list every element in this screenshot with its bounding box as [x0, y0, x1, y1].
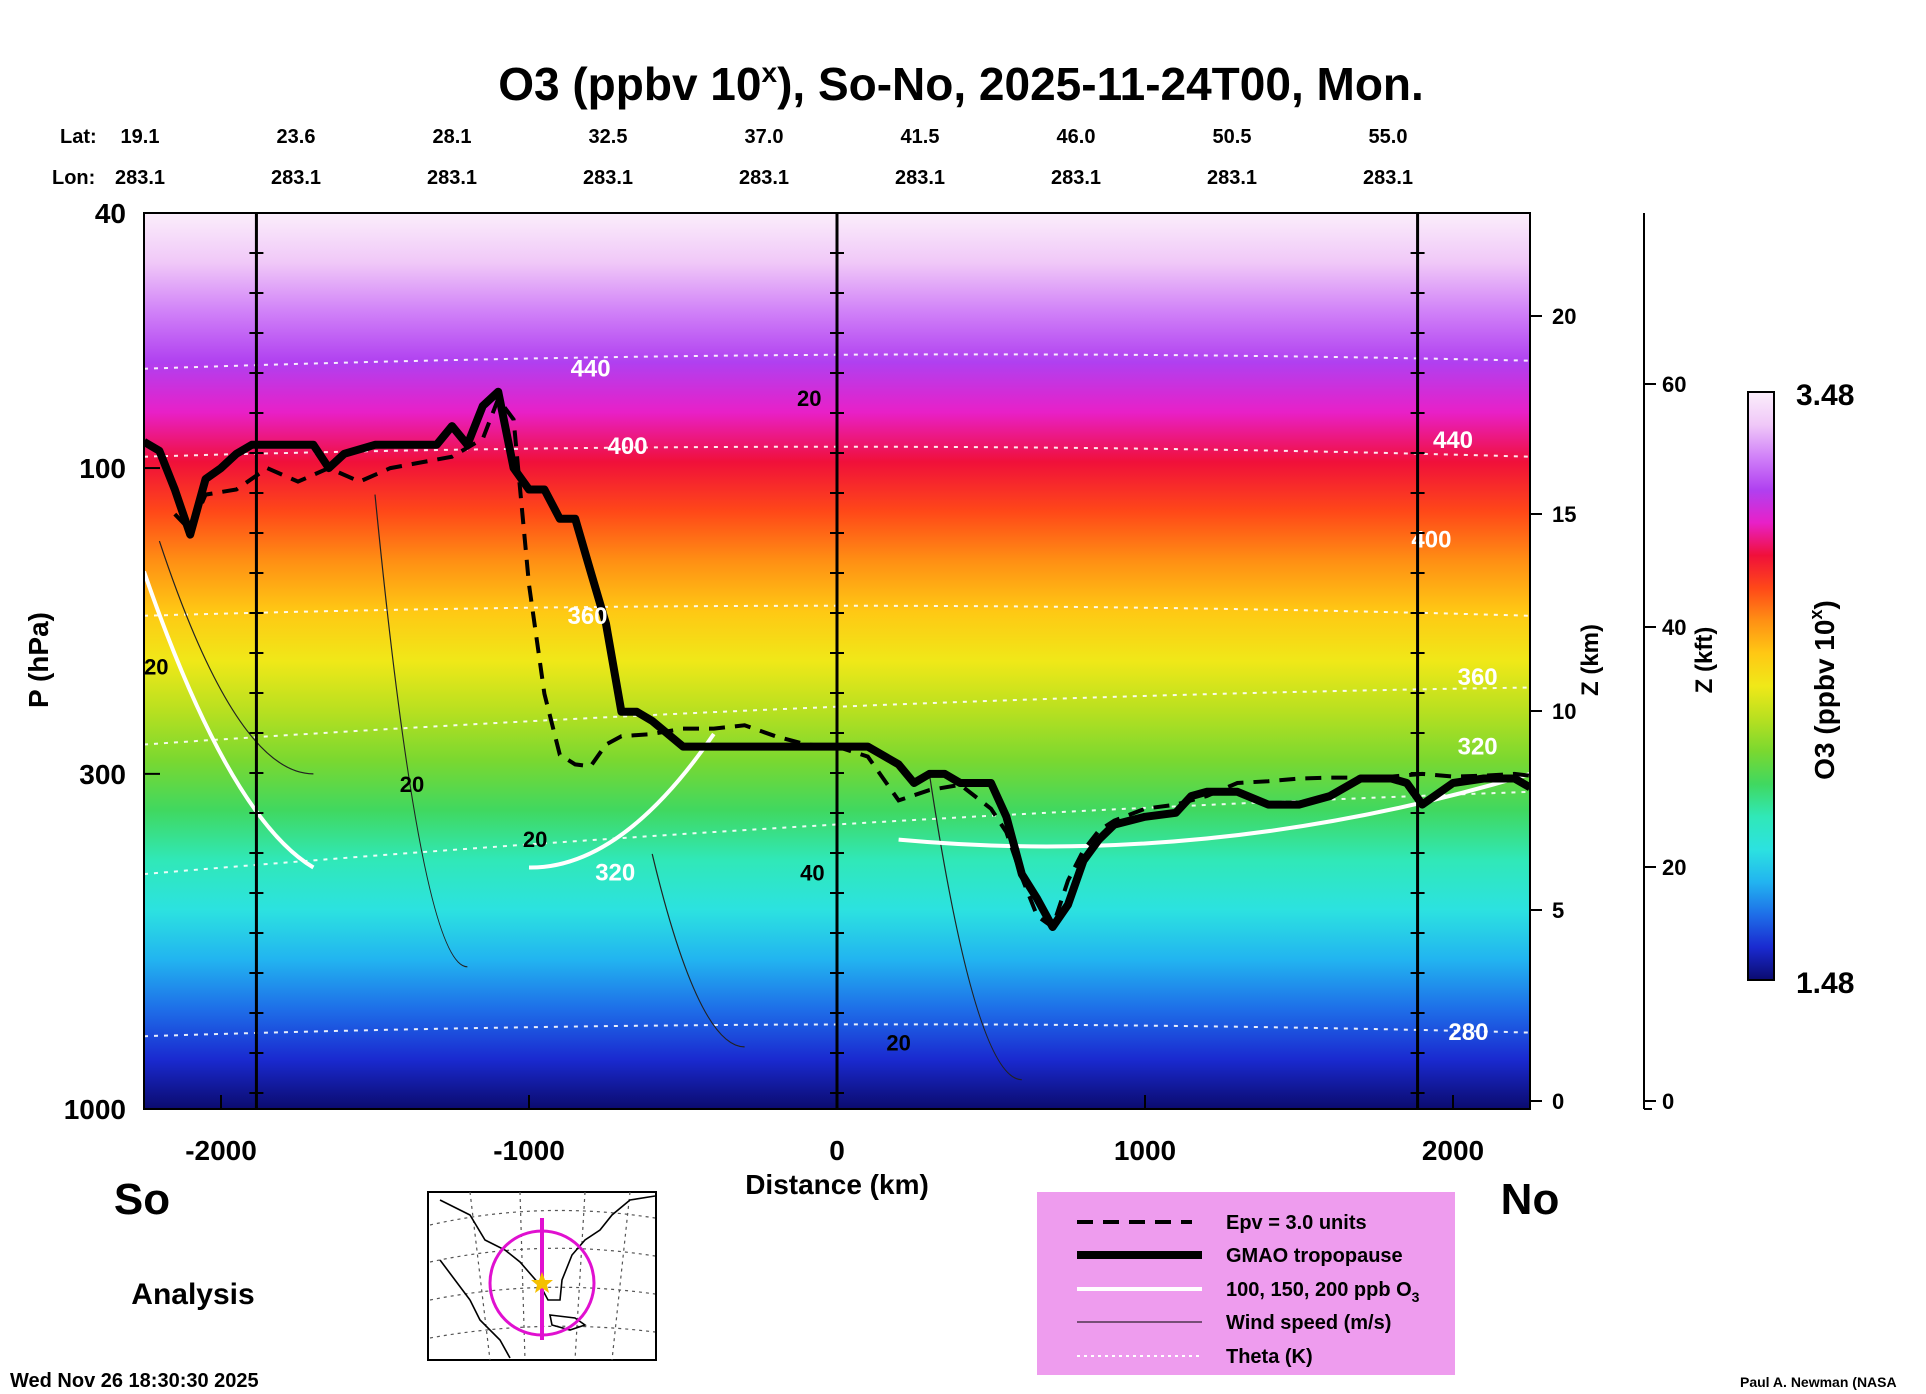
theta-label: 320 [595, 859, 635, 886]
y-axis-label: P (hPa) [23, 612, 54, 708]
inset-map [427, 1191, 657, 1361]
o3-contour [528, 732, 716, 870]
z-kft-axis: 0 20 40 60 [1643, 213, 1686, 1114]
colorbar [1747, 391, 1775, 981]
wind-label: 20 [523, 827, 547, 852]
lat-label: 19.1 [121, 126, 160, 148]
z-kft-tick-label: 0 [1662, 1089, 1674, 1114]
x-tick-label: -2000 [185, 1135, 257, 1166]
theta-label: 360 [567, 603, 607, 630]
lon-label: 283.1 [1207, 167, 1257, 189]
wind-contour [158, 540, 314, 775]
lat-label: 50.5 [1213, 126, 1252, 148]
chart-title: O3 (ppbv 10x), So-No, 2025-11-24T00, Mon… [498, 57, 1424, 110]
z-km-tick-label: 20 [1552, 304, 1576, 329]
lon-row-label: Lon: [52, 167, 95, 189]
wind-label: 20 [144, 655, 168, 680]
legend-o3-contours: 100, 150, 200 ppb O3 [1226, 1279, 1420, 1305]
z-km-axis-label: Z (km) [1577, 624, 1604, 696]
marker-lines [249, 213, 1425, 1109]
x-axis: -2000 -1000 0 1000 2000 [185, 1095, 1484, 1166]
lon-label: 283.1 [1051, 167, 1101, 189]
inset-map-star [531, 1272, 553, 1293]
o3-contour [898, 771, 1530, 849]
lat-lon-labels: 19.1 23.6 28.1 32.5 37.0 41.5 46.0 50.5 55.0 283.… [115, 126, 1413, 189]
lat-label: 37.0 [745, 126, 784, 148]
lon-label: 283.1 [895, 167, 945, 189]
timestamp: Wed Nov 26 18:30:30 2025 [10, 1370, 259, 1392]
credit: Paul A. Newman (NASA [1740, 1374, 1897, 1390]
theta-label: 440 [571, 356, 611, 383]
legend-theta: Theta (K) [1226, 1346, 1313, 1368]
theta-label: 320 [1458, 734, 1498, 761]
lon-label: 283.1 [1363, 167, 1413, 189]
lat-label: 46.0 [1057, 126, 1096, 148]
south-label: So [114, 1175, 170, 1224]
chart-title-superscript: x [761, 57, 777, 88]
colorbar-label-superscript: x [1806, 610, 1826, 620]
z-kft-axis-label: Z (kft) [1691, 627, 1718, 694]
chart-title-rest: ), So-No, 2025-11-24T00, Mon. [777, 58, 1424, 110]
lon-label: 283.1 [739, 167, 789, 189]
p-tick-label: 40 [95, 198, 126, 229]
x-axis-label: Distance (km) [745, 1169, 929, 1200]
z-kft-tick-label: 40 [1662, 615, 1686, 640]
lon-label: 283.1 [271, 167, 321, 189]
colorbar-min-label: 1.48 [1796, 967, 1854, 1000]
legend-wind-speed: Wind speed (m/s) [1226, 1312, 1391, 1334]
colorbar-label-main: O3 (ppbv 10 [1809, 620, 1840, 780]
wind-contour [651, 853, 745, 1048]
wind-contour [374, 494, 468, 968]
lat-row-label: Lat: [60, 126, 97, 148]
colorbar-max-label: 3.48 [1796, 379, 1854, 412]
z-km-axis: 0 5 10 15 20 [1529, 213, 1576, 1114]
z-kft-tick-label: 20 [1662, 855, 1686, 880]
lat-label: 32.5 [589, 126, 628, 148]
analysis-label: Analysis [131, 1278, 254, 1311]
theta-label: 280 [1448, 1019, 1488, 1046]
z-km-tick-label: 5 [1552, 898, 1564, 923]
wind-contour [928, 773, 1022, 1081]
x-tick-label: 2000 [1422, 1135, 1484, 1166]
lon-label: 283.1 [427, 167, 477, 189]
z-km-tick-label: 15 [1552, 502, 1576, 527]
lat-label: 41.5 [901, 126, 940, 148]
legend-epv: Epv = 3.0 units [1226, 1212, 1367, 1234]
lat-label: 28.1 [433, 126, 472, 148]
pressure-axis: 40 100 300 1000 [64, 198, 160, 1125]
legend-tropopause: GMAO tropopause [1226, 1245, 1403, 1267]
z-km-tick-label: 10 [1552, 699, 1576, 724]
p-tick-label: 1000 [64, 1094, 126, 1125]
lon-label: 283.1 [583, 167, 633, 189]
gmao-tropopause-line [144, 387, 1530, 931]
wind-label: 20 [797, 386, 821, 411]
chart-title-main: O3 (ppbv 10 [498, 58, 761, 110]
wind-label: 20 [400, 772, 424, 797]
wind-label: 20 [886, 1030, 910, 1055]
theta-label: 440 [1433, 427, 1473, 454]
epv-contour [173, 394, 1530, 931]
theta-contour [144, 686, 1530, 746]
o3-contour [144, 570, 315, 870]
lat-label: 23.6 [277, 126, 316, 148]
theta-label: 360 [1458, 664, 1498, 691]
north-label: No [1501, 1175, 1560, 1224]
wind-label: 40 [800, 860, 824, 885]
x-tick-label: 0 [829, 1135, 845, 1166]
p-tick-label: 100 [79, 453, 126, 484]
legend: Epv = 3.0 units GMAO tropopause 100, 150… [1037, 1192, 1455, 1375]
x-tick-label: -1000 [493, 1135, 565, 1166]
z-km-tick-label: 0 [1552, 1089, 1564, 1114]
lat-label: 55.0 [1369, 126, 1408, 148]
theta-label: 400 [608, 433, 648, 460]
x-tick-label: 1000 [1114, 1135, 1176, 1166]
colorbar-label-end: ) [1809, 600, 1840, 609]
colorbar-axis-label: O3 (ppbv 10x) [1806, 600, 1840, 780]
z-kft-tick-label: 60 [1662, 372, 1686, 397]
lon-label: 283.1 [115, 167, 165, 189]
p-tick-label: 300 [79, 759, 126, 790]
